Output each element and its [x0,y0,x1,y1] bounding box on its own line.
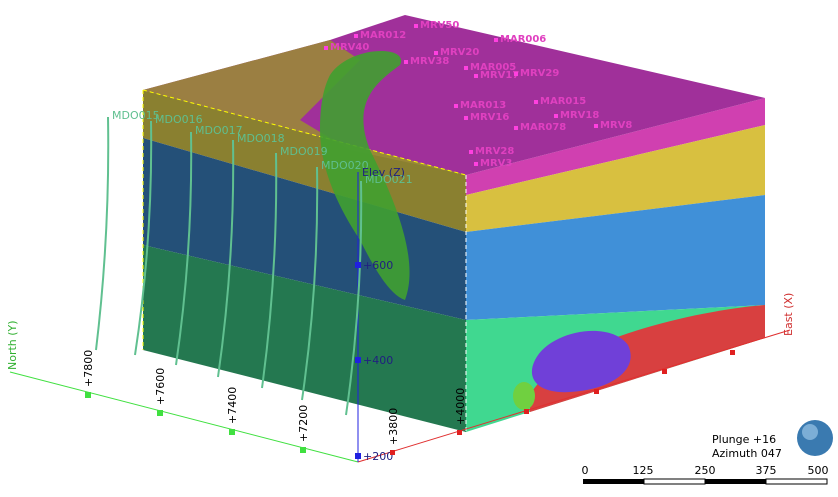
scale-seg [643,478,706,485]
survey-label: MRV8 [600,120,632,131]
survey-label: MRV3 [480,158,512,169]
tick [300,447,306,453]
drillhole [301,166,319,401]
survey-marker [404,60,408,64]
intrusion [531,330,631,393]
tick [355,262,361,268]
tick [85,392,91,398]
tick-label: +7200 [297,405,310,442]
survey-label: MAR006 [500,34,546,45]
drillhole-label: MDO018 [237,132,285,145]
tick [390,450,395,455]
survey-marker [494,38,498,42]
survey-label: MRV50 [420,20,459,31]
survey-marker [414,24,418,28]
scale-seg [583,479,644,484]
tick [524,409,529,414]
axis-title: North (Y) [6,320,19,370]
survey-label: MRV38 [410,56,449,67]
survey-label: MAR078 [520,122,566,133]
survey-label: MRV29 [520,68,559,79]
survey-label: MRV40 [330,42,369,53]
survey-marker [474,162,478,166]
survey-label: MRV28 [475,146,514,157]
scale-label: 125 [633,464,654,477]
survey-marker [464,66,468,70]
survey-label: MAR012 [360,30,406,41]
survey-marker [324,46,328,50]
drillhole-label: MDO021 [365,173,413,186]
tick [594,389,599,394]
tick [457,430,462,435]
layer-blue [466,195,765,320]
survey-marker [464,116,468,120]
layer-yellow [466,125,765,232]
drillhole-label: MDO015 [112,109,160,122]
drillhole [95,116,110,351]
tick-label: +7600 [154,368,167,405]
survey-label: MAR015 [540,96,586,107]
tick-label: +7800 [82,350,95,387]
survey-marker [514,126,518,130]
survey-label: MAR013 [460,100,506,111]
scale-label: 250 [695,464,716,477]
survey-label: MRV16 [470,112,509,123]
plunge: Plunge +16 [712,433,776,446]
tick [355,453,361,459]
scale-seg [705,479,766,484]
drillhole [134,120,153,356]
tick [229,429,235,435]
tick [157,410,163,416]
layer-green [143,245,466,432]
layer-magenta [466,98,765,195]
axis-title: East (X) [782,293,795,336]
tick [355,357,361,363]
tick-label: +600 [363,259,393,272]
drillhole [345,180,363,416]
tick-label: +7400 [226,387,239,424]
tick-label: +4000 [454,388,467,425]
survey-marker [594,124,598,128]
orebody [320,51,410,300]
logo-shine [802,424,818,440]
drillhole-label: MDO020 [321,159,369,172]
drillhole [217,139,235,378]
survey-label: MRV20 [440,47,479,58]
drillhole-label: MDO016 [155,113,203,126]
survey-marker [469,150,473,154]
tick-label: +200 [363,450,393,463]
drillhole [261,152,278,389]
tick-label: +400 [363,354,393,367]
survey-marker [454,104,458,108]
intrusion-small [513,382,535,410]
azimuth: Azimuth 047 [712,447,782,460]
survey-marker [514,72,518,76]
drillhole-label: MDO019 [280,145,328,158]
scale-seg [765,478,828,485]
survey-label: MRV18 [560,110,599,121]
survey-label: MAR005 [470,62,516,73]
drillhole [175,131,193,366]
scale-label: 0 [582,464,589,477]
survey-marker [434,51,438,55]
survey-marker [354,34,358,38]
survey-marker [534,100,538,104]
survey-marker [554,114,558,118]
axis-title: Elev (Z) [362,166,405,179]
scale-label: 375 [756,464,777,477]
tick-label: +3800 [387,408,400,445]
tick [730,350,735,355]
survey-label: MRV17 [480,70,519,81]
drillhole-label: MDO017 [195,124,243,137]
survey-marker [474,74,478,78]
top-olive [143,40,466,175]
tick [662,369,667,374]
east-axis [357,329,791,463]
scale-label: 500 [808,464,829,477]
